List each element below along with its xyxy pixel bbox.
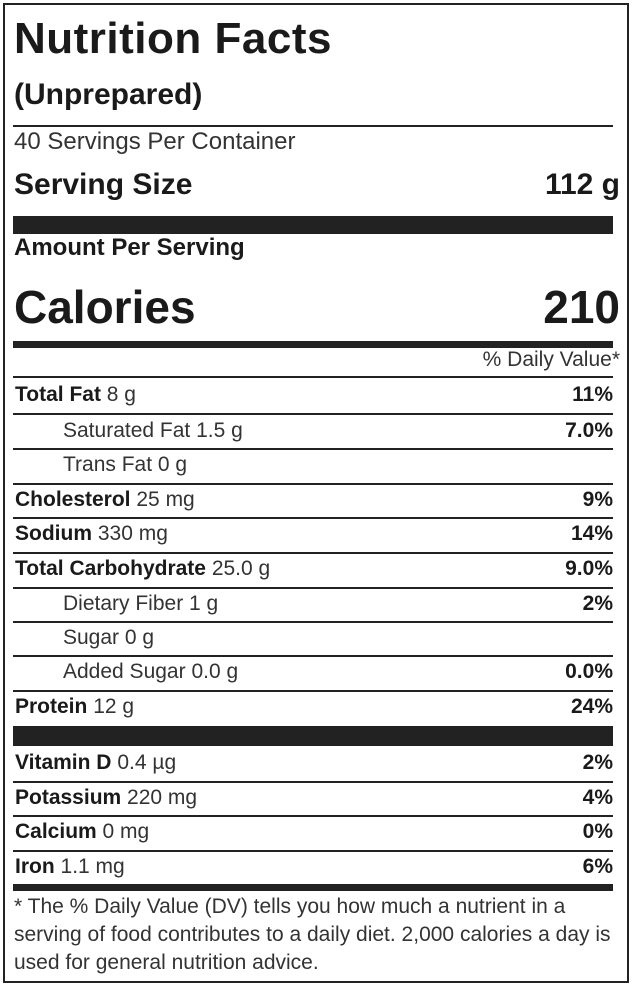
nutrient-amount: 8 g <box>106 383 136 406</box>
calories-label: Calories <box>14 281 196 333</box>
nutrient-daily-value: 11% <box>572 383 613 406</box>
nutrient-amount: 0 g <box>157 453 188 476</box>
vitamin-row: Iron 1.1 mg 6% <box>13 850 613 884</box>
nutrient-name: Added Sugar <box>63 660 186 683</box>
nutrient-name: Dietary Fiber <box>63 592 184 615</box>
nutrient-row: Total Fat 8 g 11% <box>13 378 613 412</box>
nutrient-name: Total Fat <box>15 383 101 406</box>
row-divider <box>13 587 613 589</box>
divider-medium <box>13 884 613 891</box>
vitamin-amount: 0 mg <box>102 820 150 843</box>
vitamin-amount: 0.4 µg <box>117 751 177 774</box>
nutrient-name: Protein <box>15 695 88 718</box>
divider-thick <box>13 216 613 234</box>
vitamin-name: Iron <box>15 855 55 878</box>
divider-thin <box>13 125 613 127</box>
nutrient-row: Total Carbohydrate 25.0 g 9.0% <box>13 552 613 586</box>
divider-thin <box>13 376 613 378</box>
vitamin-name: Calcium <box>15 820 97 843</box>
nutrient-daily-value: 9.0% <box>565 557 613 580</box>
nutrient-row: Added Sugar 0.0 g 0.0% <box>13 655 613 689</box>
nutrient-daily-value: 14% <box>570 522 613 545</box>
nutrient-amount: 0.0 g <box>191 660 239 683</box>
nutrient-daily-value: 0.0% <box>565 660 613 683</box>
row-divider <box>13 850 613 852</box>
row-divider <box>13 517 613 519</box>
nutrient-row: Protein 12 g 24% <box>13 690 613 724</box>
vitamin-row: Calcium 0 mg 0% <box>13 815 613 849</box>
nutrient-amount: 25 mg <box>136 488 195 511</box>
vitamin-row: Potassium 220 mg 4% <box>13 781 613 815</box>
vitamin-daily-value: 4% <box>582 786 613 809</box>
label-subtitle: (Unprepared) <box>14 78 203 111</box>
nutrient-name: Sugar <box>63 626 120 649</box>
nutrient-row: Trans Fat 0 g <box>13 448 613 482</box>
nutrient-daily-value: 9% <box>582 488 613 511</box>
label-title: Nutrition Facts <box>14 14 332 63</box>
nutrient-amount: 330 mg <box>97 522 168 545</box>
row-divider <box>13 483 613 485</box>
vitamin-amount: 1.1 mg <box>60 855 125 878</box>
nutrient-row: Saturated Fat 1.5 g 7.0% <box>13 414 613 448</box>
nutrient-row: Sodium 330 mg 14% <box>13 517 613 551</box>
vitamin-name: Potassium <box>15 786 122 809</box>
row-divider <box>13 655 613 657</box>
row-divider <box>13 621 613 623</box>
nutrient-amount: 1.5 g <box>196 419 243 442</box>
nutrient-daily-value: 24% <box>570 695 613 718</box>
daily-value-header: % Daily Value* <box>482 348 620 371</box>
divider-medium <box>13 341 613 348</box>
nutrient-name: Saturated Fat <box>63 419 191 442</box>
nutrition-facts-label <box>3 3 629 983</box>
vitamin-daily-value: 0% <box>582 820 613 843</box>
nutrient-name: Sodium <box>15 522 92 545</box>
nutrient-name: Trans Fat <box>63 453 153 476</box>
nutrient-amount: 0 g <box>124 626 155 649</box>
row-divider <box>13 781 613 783</box>
vitamin-daily-value: 2% <box>582 751 613 774</box>
nutrient-amount: 25.0 g <box>211 557 271 580</box>
vitamin-daily-value: 6% <box>582 855 613 878</box>
row-divider <box>13 690 613 692</box>
nutrient-name: Cholesterol <box>15 488 131 511</box>
nutrient-daily-value: 7.0% <box>565 419 613 442</box>
row-divider <box>13 552 613 554</box>
serving-size-value: 112 g <box>544 168 620 201</box>
nutrient-name: Total Carbohydrate <box>15 557 206 580</box>
row-divider <box>13 815 613 817</box>
vitamin-amount: 220 mg <box>127 786 198 809</box>
row-divider <box>13 448 613 450</box>
amount-per-serving: Amount Per Serving <box>14 234 245 261</box>
daily-value-footnote: * The % Daily Value (DV) tells you how m… <box>14 895 611 974</box>
serving-size-label: Serving Size <box>14 168 193 201</box>
row-divider <box>13 413 613 415</box>
calories-value: 210 <box>543 281 620 333</box>
nutrient-row: Sugar 0 g <box>13 621 613 655</box>
nutrient-daily-value: 2% <box>582 592 613 615</box>
vitamin-name: Vitamin D <box>15 751 112 774</box>
vitamin-row: Vitamin D 0.4 µg 2% <box>13 746 613 780</box>
servings-per-container: 40 Servings Per Container <box>14 128 296 155</box>
nutrient-amount: 12 g <box>93 695 135 718</box>
nutrient-amount: 1 g <box>189 592 219 615</box>
nutrient-row: Cholesterol 25 mg 9% <box>13 483 613 517</box>
nutrient-row: Dietary Fiber 1 g 2% <box>13 587 613 621</box>
divider-thick <box>13 726 613 746</box>
